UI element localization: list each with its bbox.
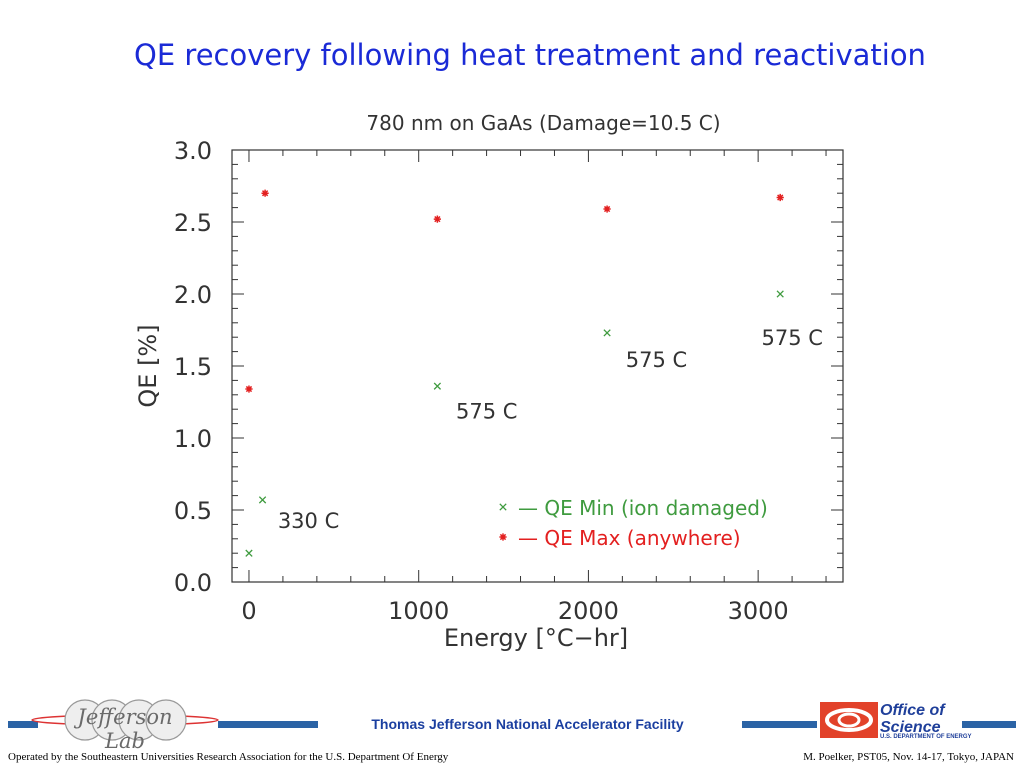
presentation-citation: M. Poelker, PST05, Nov. 14-17, Tokyo, JA… xyxy=(803,751,1014,763)
chart-title: 780 nm on GaAs (Damage=10.5 C) xyxy=(366,111,720,135)
y-tick-label: 1.0 xyxy=(174,425,212,453)
office-of-science-logo-text: Office of Science xyxy=(880,702,945,736)
legend-label: — QE Min (ion damaged) xyxy=(518,496,768,520)
operated-by-text: Operated by the Southeastern Universitie… xyxy=(8,751,449,763)
jefferson-lab-logo: Jefferson Lab xyxy=(30,696,220,753)
x-tick-label: 1000 xyxy=(388,597,449,625)
legend-label: — QE Max (anywhere) xyxy=(518,526,741,550)
y-axis-label: QE [%] xyxy=(134,324,162,407)
scatter-chart: 780 nm on GaAs (Damage=10.5 C) 0.0 0.5 1.0 1… xyxy=(134,111,844,652)
data-point-qe-max xyxy=(245,385,253,393)
y-tick-label: 2.5 xyxy=(174,209,212,237)
x-tick-label: 3000 xyxy=(728,597,789,625)
data-point-qe-max xyxy=(603,205,611,213)
x-tick-label: 0 xyxy=(241,597,256,625)
data-point-qe-max xyxy=(261,189,269,197)
facility-name: Thomas Jefferson National Accelerator Fa… xyxy=(371,716,684,732)
x-axis-label: Energy [°C−hr] xyxy=(444,624,628,652)
data-point-qe-min xyxy=(433,382,442,390)
legend-marker xyxy=(499,533,507,541)
office-of-science-logo: Office of Science U.S. DEPARTMENT OF ENE… xyxy=(818,700,972,745)
temperature-annotation: 575 C xyxy=(762,326,823,350)
temperature-annotation: 330 C xyxy=(278,509,339,533)
legend-marker xyxy=(499,503,507,511)
y-tick-label: 2.0 xyxy=(174,281,212,309)
footer-bar-mid-left xyxy=(218,721,318,728)
jefferson-lab-logo-text: Jefferson Lab xyxy=(77,705,173,753)
y-tick-label: 0.5 xyxy=(174,497,212,525)
slide-title: QE recovery following heat treatment and… xyxy=(134,38,926,72)
data-point-qe-max xyxy=(776,193,784,202)
y-tick-label: 0.0 xyxy=(174,569,212,597)
doe-label: U.S. DEPARTMENT OF ENERGY xyxy=(880,734,972,740)
temperature-annotation: 575 C xyxy=(456,400,517,424)
data-point-qe-min xyxy=(245,549,253,557)
y-tick-label: 3.0 xyxy=(174,137,212,165)
footer-bar-right xyxy=(962,721,1016,728)
footer-bar-left xyxy=(8,721,38,728)
data-point-qe-min xyxy=(776,290,784,298)
data-point-qe-min xyxy=(603,329,611,337)
footer-bar-mid-right xyxy=(742,721,817,728)
data-point-qe-max xyxy=(433,215,441,223)
data-point-qe-min xyxy=(258,496,267,504)
temperature-annotation: 575 C xyxy=(626,348,687,372)
x-tick-label: 2000 xyxy=(558,597,619,625)
y-tick-label: 1.5 xyxy=(174,353,212,381)
